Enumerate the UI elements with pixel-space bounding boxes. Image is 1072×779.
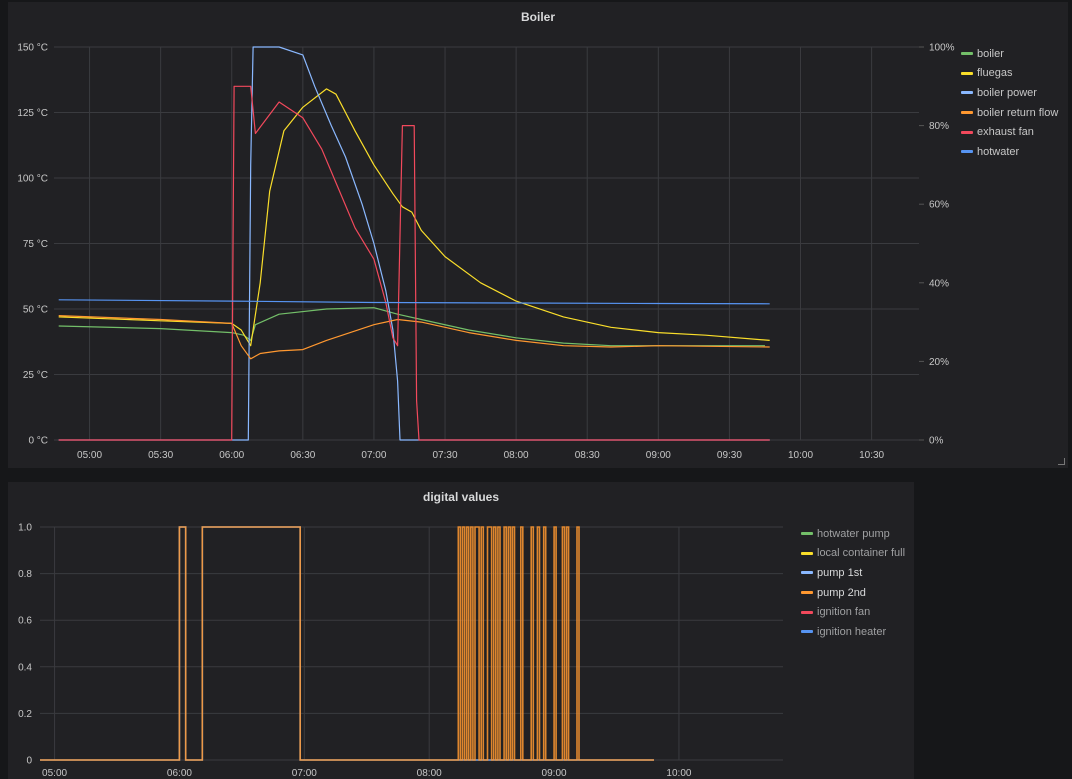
x-tick-label: 10:00 xyxy=(666,768,691,779)
series-line-boiler[interactable] xyxy=(58,307,765,347)
legend-swatch xyxy=(801,630,813,634)
legend-label: hotwater pump xyxy=(817,527,890,540)
legend-swatch xyxy=(961,150,973,154)
series-line-pump-2nd[interactable] xyxy=(40,526,654,761)
y-tick-label: 0 xyxy=(26,756,32,767)
legend-swatch xyxy=(801,610,813,614)
legend-item-pump-2nd[interactable]: pump 2nd xyxy=(801,583,905,603)
x-tick-label: 06:00 xyxy=(167,768,192,779)
legend-item-ignition-fan[interactable]: ignition fan xyxy=(801,602,905,622)
y-right-tick-label: 40% xyxy=(929,278,949,289)
boiler-chart[interactable]: 0 °C 25 °C 50 °C 75 °C 100 °C 125 °C 150 °C 0% 2… xyxy=(8,2,1068,468)
x-tick-label: 08:00 xyxy=(504,450,529,461)
y-tick-label: 1.0 xyxy=(18,523,32,534)
y-tick-label: 0.6 xyxy=(18,616,32,627)
series-line-hotwater[interactable] xyxy=(58,299,770,305)
y-right-tick-label: 20% xyxy=(929,357,949,368)
series-line-boiler-power[interactable] xyxy=(58,46,770,441)
x-tick-label: 07:00 xyxy=(292,768,317,779)
legend-label: boiler return flow xyxy=(977,106,1059,119)
y-left-tick-label: 125 °C xyxy=(17,108,48,119)
y-left-tick-label: 100 °C xyxy=(17,174,48,185)
legend-item-fluegas[interactable]: fluegas xyxy=(961,64,1058,84)
legend-swatch xyxy=(961,52,973,56)
series-line-exhaust-fan[interactable] xyxy=(58,85,770,441)
resize-handle-icon[interactable] xyxy=(1058,458,1065,465)
digital-grid xyxy=(40,526,783,761)
y-left-tick-label: 75 °C xyxy=(23,239,48,250)
legend-swatch xyxy=(961,111,973,115)
y-left-tick-label: 25 °C xyxy=(23,370,48,381)
y-tick-label: 0.8 xyxy=(18,569,32,580)
y-left-tick-label: 150 °C xyxy=(17,43,48,54)
x-tick-label: 09:30 xyxy=(717,450,742,461)
boiler-grid xyxy=(54,46,924,441)
digital-values-chart[interactable]: 0 0.2 0.4 0.6 0.8 1.0 05:00 06:00 07:00 08:00 09:0… xyxy=(8,482,914,779)
y-left-tick-label: 50 °C xyxy=(23,305,48,316)
series-line-boiler-return-flow[interactable] xyxy=(58,315,770,360)
legend-label: local container full xyxy=(817,547,906,560)
y-right-tick-label: 60% xyxy=(929,200,949,211)
x-tick-label: 06:30 xyxy=(290,450,315,461)
legend-item-ignition-heater[interactable]: ignition heater xyxy=(801,622,905,642)
x-tick-label: 06:00 xyxy=(219,450,244,461)
digital-legend: hotwater pump local container full pump 1s… xyxy=(801,524,905,642)
legend-item-boiler-power[interactable]: boiler power xyxy=(961,83,1058,103)
legend-label: fluegas xyxy=(977,67,1013,80)
legend-item-exhaust-fan[interactable]: exhaust fan xyxy=(961,122,1058,142)
legend-label: boiler xyxy=(977,47,1004,60)
x-tick-label: 05:30 xyxy=(148,450,173,461)
x-tick-label: 05:00 xyxy=(42,768,67,779)
y-tick-label: 0.2 xyxy=(18,709,32,720)
legend-item-hotwater-pump[interactable]: hotwater pump xyxy=(801,524,905,544)
y-right-tick-label: 100% xyxy=(929,43,955,54)
legend-item-local-container-full[interactable]: local container full xyxy=(801,544,905,564)
y-left-tick-label: 0 °C xyxy=(28,436,48,447)
x-tick-label: 10:00 xyxy=(788,450,813,461)
digital-values-panel: digital values 0 0.2 0.4 0.6 0.8 1.0 05:00 06:0… xyxy=(8,482,914,779)
legend-label: pump 2nd xyxy=(817,586,866,599)
x-tick-label: 08:00 xyxy=(417,768,442,779)
legend-swatch xyxy=(961,91,973,95)
legend-item-boiler-return-flow[interactable]: boiler return flow xyxy=(961,103,1058,123)
y-right-tick-label: 80% xyxy=(929,121,949,132)
x-tick-label: 10:30 xyxy=(859,450,884,461)
legend-item-pump-1st[interactable]: pump 1st xyxy=(801,563,905,583)
legend-swatch xyxy=(801,551,813,555)
x-tick-label: 08:30 xyxy=(575,450,600,461)
x-tick-label: 07:00 xyxy=(361,450,386,461)
y-right-tick-label: 0% xyxy=(929,436,944,447)
x-tick-label: 07:30 xyxy=(433,450,458,461)
legend-label: pump 1st xyxy=(817,566,863,579)
legend-label: hotwater xyxy=(977,145,1020,158)
legend-label: boiler power xyxy=(977,86,1037,99)
legend-label: ignition heater xyxy=(817,625,887,638)
legend-label: exhaust fan xyxy=(977,126,1034,139)
series-line-fluegas[interactable] xyxy=(58,88,770,347)
x-tick-label: 05:00 xyxy=(77,450,102,461)
x-tick-label: 09:00 xyxy=(542,768,567,779)
legend-label: ignition fan xyxy=(817,606,871,619)
boiler-legend: boiler fluegas boiler power boiler return f… xyxy=(961,44,1058,162)
legend-item-boiler[interactable]: boiler xyxy=(961,44,1058,64)
legend-item-hotwater[interactable]: hotwater xyxy=(961,142,1058,162)
legend-swatch xyxy=(801,591,813,595)
y-tick-label: 0.4 xyxy=(18,662,32,673)
legend-swatch xyxy=(801,571,813,575)
digital-panel-title: digital values xyxy=(422,490,500,504)
x-tick-label: 09:00 xyxy=(646,450,671,461)
legend-swatch xyxy=(961,130,973,134)
boiler-panel: Boiler 0 °C 25 °C 50 °C 75 °C 100 °C 125 °C 15… xyxy=(8,2,1068,468)
boiler-panel-title: Boiler xyxy=(520,10,555,24)
legend-swatch xyxy=(801,532,813,536)
legend-swatch xyxy=(961,71,973,75)
